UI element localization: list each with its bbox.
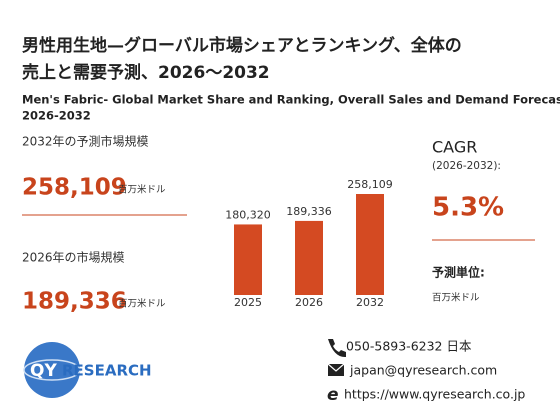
value-label: 180,320 [225, 208, 271, 221]
bar [356, 194, 384, 295]
cagr-period: (2026-2032): [432, 160, 501, 172]
cagr-value: 5.3% [432, 193, 504, 223]
phone-icon [328, 339, 346, 358]
website: https://www.qyresearch.co.jp [344, 387, 525, 402]
current-value: 189,336 [22, 289, 127, 315]
title-line-2: 売上と需要予測、2026～2032 [22, 62, 270, 83]
x-tick-label: 2025 [234, 296, 262, 309]
logo-text: RESEARCH [62, 362, 152, 380]
forecast-label: 2032年の予測市場規模 [22, 134, 149, 149]
value-label: 258,109 [347, 178, 393, 191]
cagr-label: CAGR [432, 138, 477, 157]
logo-text: QY [30, 361, 57, 381]
x-tick-label: 2026 [295, 296, 323, 309]
logo-orbit [23, 359, 81, 381]
current-label: 2026年の市場規模 [22, 250, 125, 265]
logo-globe [24, 342, 80, 398]
value-label: 189,336 [286, 205, 332, 218]
forecast-unit: 百万米ドル [118, 184, 166, 196]
email: japan@qyresearch.com [349, 363, 497, 378]
unit-label: 予測単位: [432, 265, 485, 280]
bar [295, 220, 323, 295]
phone: 050-5893-6232 日本 [346, 339, 472, 354]
subtitle-line-1: Men's Fabric- Global Market Share and Ra… [22, 93, 560, 107]
web-icon: e [327, 385, 339, 405]
mail-icon [327, 363, 345, 372]
bar [234, 224, 262, 295]
current-unit: 百万米ドル [118, 298, 166, 310]
title-line-1: 男性用生地—グローバル市場シェアとランキング、全体の [22, 35, 462, 56]
x-tick-label: 2032 [356, 296, 384, 309]
forecast-value: 258,109 [22, 175, 127, 201]
logo: QY RESEARCH [23, 342, 152, 398]
unit-value: 百万米ドル [432, 292, 480, 304]
subtitle-line-2: 2026-2032 [22, 109, 91, 123]
